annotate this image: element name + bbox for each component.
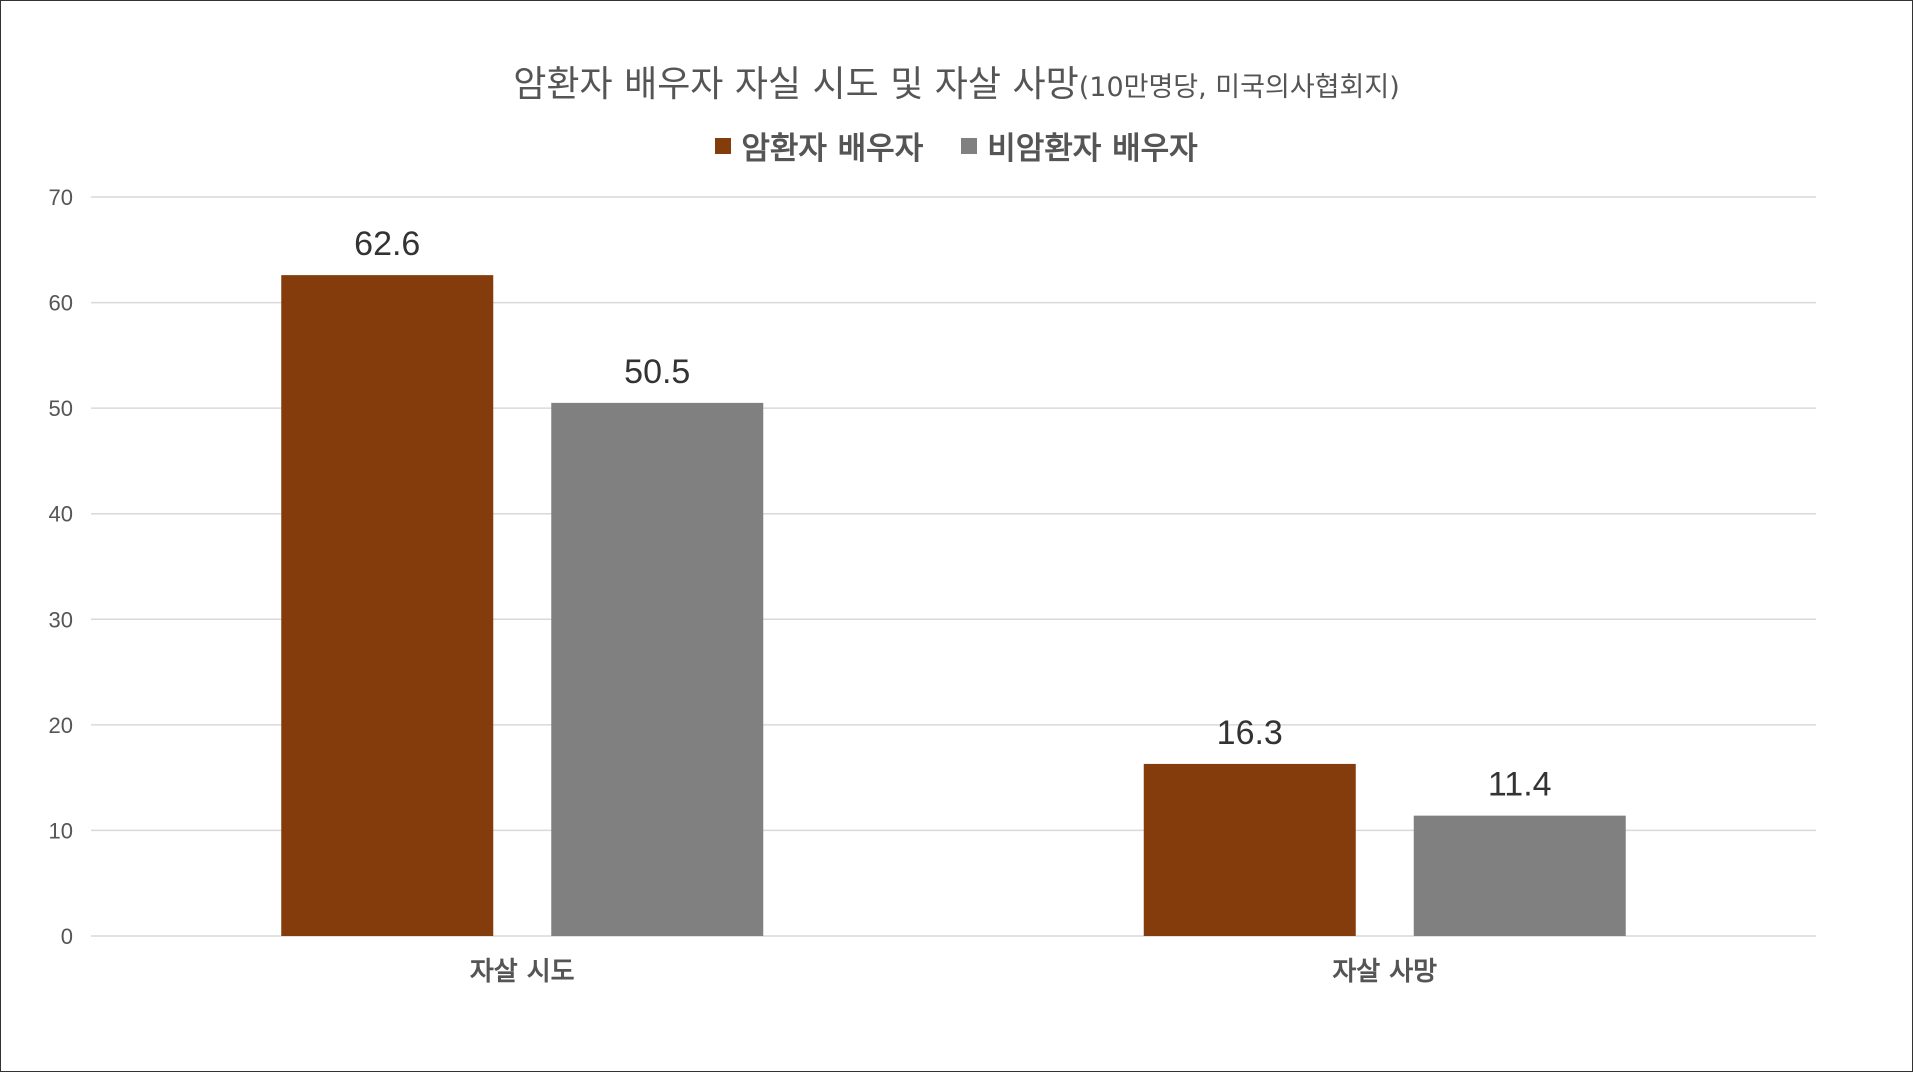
chart-subtitle: (10만명당, 미국의사협회지): [1078, 72, 1400, 103]
bar-series-2-cat-1: [551, 402, 764, 937]
legend-item-series-2: 비암환자 배우자: [961, 123, 1198, 168]
x-category-label-2: 자살 사망: [1332, 957, 1437, 987]
y-tick-label-10: 10: [49, 818, 73, 843]
x-category-label-1: 자살 시도: [470, 957, 575, 987]
legend-swatch-series-1: [715, 137, 732, 154]
legend-item-series-1: 암환자 배우자: [715, 123, 923, 168]
legend-label-series-2: 비암환자 배우자: [987, 131, 1198, 167]
data-label-series-1-cat-1: 62.6: [354, 225, 420, 263]
y-tick-label-20: 20: [49, 713, 73, 738]
y-tick-label-40: 40: [49, 502, 73, 527]
legend-label-series-1: 암환자 배우자: [741, 131, 924, 167]
bar-series-1-cat-1: [281, 275, 494, 936]
y-tick-label-0: 0: [61, 924, 73, 949]
bar-series-2-cat-2: [1413, 815, 1626, 936]
y-tick-label-30: 30: [49, 607, 73, 632]
y-tick-label-70: 70: [49, 185, 73, 210]
chart-title: 암환자 배우자 자실 시도 및 자살 사망(10만명당, 미국의사협회지): [1, 55, 1912, 107]
bar-series-1-cat-2: [1143, 763, 1356, 936]
chart-title-main: 암환자 배우자 자실 시도 및 자살 사망: [513, 64, 1079, 105]
chart-legend: 암환자 배우자 비암환자 배우자: [1, 123, 1912, 168]
data-label-series-1-cat-2: 16.3: [1217, 714, 1283, 752]
y-tick-label-60: 60: [49, 291, 73, 316]
data-label-series-2-cat-1: 50.5: [624, 353, 690, 391]
data-label-series-2-cat-2: 11.4: [1488, 766, 1552, 804]
y-tick-label-50: 50: [49, 396, 73, 421]
legend-swatch-series-2: [961, 137, 978, 154]
